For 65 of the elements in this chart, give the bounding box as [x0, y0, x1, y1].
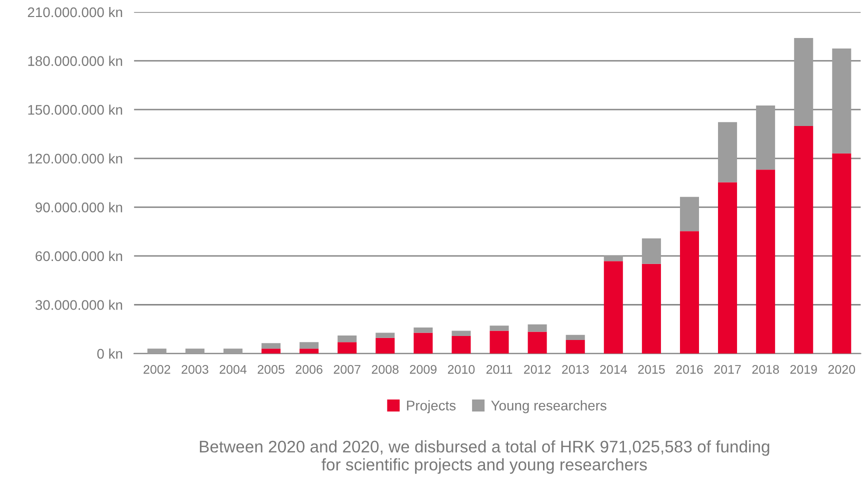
y-tick-label: 0 kn: [97, 348, 122, 359]
bar: [528, 324, 547, 332]
x-tick-label: 2010: [448, 364, 475, 374]
bar: [300, 342, 319, 349]
bar: [376, 332, 395, 338]
legend-label: Young researchers: [491, 400, 606, 414]
bar: [300, 348, 319, 354]
bar: [338, 335, 357, 342]
y-tick-label: 90.000.000 kn: [36, 202, 122, 212]
bar: [262, 348, 281, 354]
x-tick-label: 2008: [372, 364, 399, 374]
bar: [452, 336, 471, 354]
legend-label: Projects: [407, 400, 456, 414]
bar: [604, 256, 623, 262]
x-tick-label: 2020: [828, 364, 856, 374]
x-tick-label: 2004: [220, 364, 247, 374]
x-tick-label: 2015: [638, 364, 665, 374]
bar: [490, 326, 509, 331]
x-tick-label: 2018: [752, 364, 779, 374]
bar: [528, 332, 547, 354]
bar: [794, 126, 814, 354]
y-tick-label: 210.000.000 kn: [28, 6, 122, 18]
bar: [832, 48, 852, 154]
bar: [147, 348, 166, 354]
x-tick-label: 2016: [676, 364, 703, 374]
y-tick-label: 30.000.000 kn: [35, 300, 122, 310]
bar: [604, 261, 623, 354]
x-tick-label: 2017: [714, 364, 741, 374]
bar: [832, 153, 852, 354]
y-tick-label: 60.000.000 kn: [36, 250, 122, 262]
y-tick-label: 150.000.000 kn: [28, 104, 122, 115]
bar: [185, 348, 204, 354]
bar: [338, 342, 357, 354]
x-tick-label: 2002: [144, 364, 170, 374]
bar: [376, 338, 395, 354]
x-tick-label: 2013: [562, 364, 589, 374]
bar: [414, 332, 433, 354]
x-tick-label: 2006: [296, 364, 322, 374]
x-tick-label: 2011: [486, 364, 512, 374]
bar: [262, 343, 281, 349]
bar: [566, 334, 585, 340]
x-tick-label: 2003: [182, 364, 208, 374]
bar: [490, 330, 509, 354]
bar: [680, 196, 699, 232]
x-tick-label: 2007: [334, 364, 360, 374]
bar: [756, 106, 776, 170]
bar: [794, 38, 814, 126]
x-tick-label: 2012: [524, 364, 551, 374]
y-tick-label: 180.000.000 kn: [28, 56, 122, 66]
bar: [452, 330, 471, 336]
x-tick-label: 2019: [790, 364, 817, 374]
bar: [642, 264, 661, 354]
bar: [756, 170, 776, 354]
y-tick-label: 120.000.000 kn: [28, 153, 122, 164]
x-tick-label: 2005: [258, 364, 284, 374]
bar: [566, 340, 585, 354]
x-tick-label: 2009: [410, 364, 437, 374]
bar: [680, 231, 699, 354]
bar: [414, 328, 433, 333]
bar: [718, 182, 738, 354]
x-tick-label: 2014: [600, 364, 627, 374]
bar: [223, 348, 242, 354]
text: Between 2020 and 2020, we disbursed a total of HRK 971,025,583 of funding for scientific projects and young researchers: [200, 440, 770, 474]
bar: [718, 122, 738, 182]
bar: [642, 238, 661, 264]
